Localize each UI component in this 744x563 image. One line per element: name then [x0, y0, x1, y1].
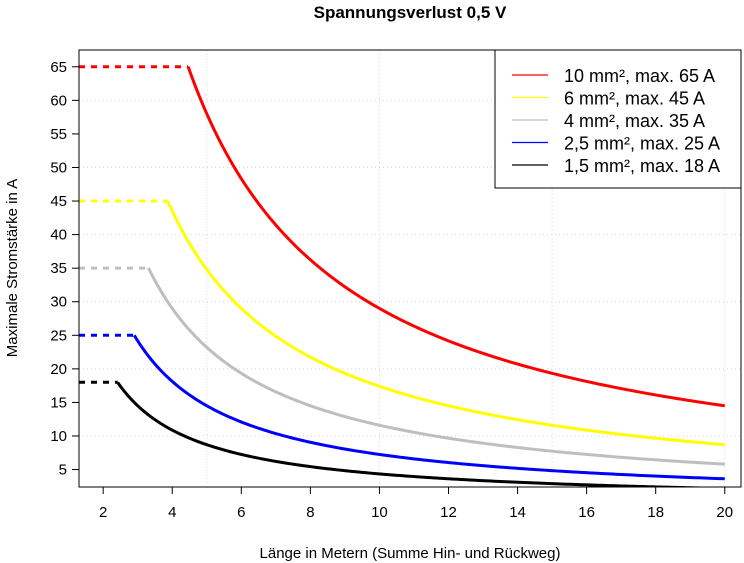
x-tick-label: 4 — [168, 504, 176, 521]
series-line-3 — [147, 267, 725, 466]
chart-title: Spannungsverlust 0,5 V — [314, 3, 507, 22]
series-layer — [79, 65, 725, 487]
legend-label: 4 mm², max. 35 A — [564, 111, 705, 131]
x-axis: 2 4 6 8 10 12 14 16 18 20 — [99, 487, 733, 521]
x-tick-label: 18 — [647, 504, 664, 521]
y-tick-label: 60 — [50, 92, 67, 109]
y-tick-label: 25 — [50, 327, 67, 344]
y-tick-label: 50 — [50, 159, 67, 176]
x-tick-label: 10 — [371, 504, 388, 521]
legend-label: 2,5 mm², max. 25 A — [564, 134, 720, 154]
legend-label: 1,5 mm², max. 18 A — [564, 156, 720, 176]
x-tick-label: 12 — [440, 504, 457, 521]
series-line-4 — [132, 334, 725, 481]
x-tick-label: 6 — [237, 504, 245, 521]
y-tick-label: 5 — [59, 462, 67, 479]
legend: 10 mm², max. 65 A 6 mm², max. 45 A4 mm², … — [494, 49, 742, 189]
y-tick-label: 10 — [50, 428, 67, 445]
legend-label: 6 mm², max. 45 A — [564, 89, 705, 109]
x-tick-label: 8 — [306, 504, 314, 521]
y-tick-label: 30 — [50, 294, 67, 311]
x-tick-label: 14 — [509, 504, 526, 521]
y-axis: 5 10 15 20 25 30 35 40 45 50 55 60 65 — [50, 59, 79, 479]
series-line-1 — [186, 66, 725, 408]
y-axis-label: Maximale Stromstärke in A — [4, 179, 21, 357]
x-tick-label: 2 — [99, 504, 107, 521]
y-tick-label: 15 — [50, 394, 67, 411]
y-tick-label: 40 — [50, 227, 67, 244]
x-tick-label: 16 — [578, 504, 595, 521]
x-tick-label: 20 — [716, 504, 733, 521]
y-tick-label: 20 — [50, 361, 67, 378]
legend-label: 10 mm², max. 65 A — [564, 66, 715, 86]
series-line-5 — [116, 381, 725, 487]
series-line-2 — [166, 200, 725, 447]
y-tick-label: 55 — [50, 126, 67, 143]
y-tick-label: 65 — [50, 59, 67, 76]
y-tick-label: 45 — [50, 193, 67, 210]
y-tick-label: 35 — [50, 260, 67, 277]
x-axis-label: Länge in Metern (Summe Hin- und Rückweg) — [260, 545, 561, 562]
